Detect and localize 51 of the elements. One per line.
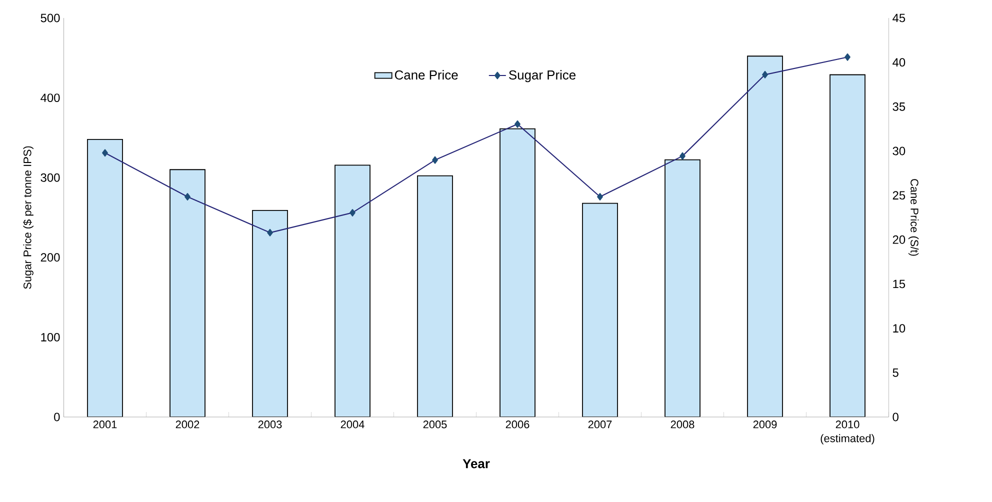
legend-label: Sugar Price [509, 70, 576, 82]
point [844, 53, 850, 61]
point [102, 149, 108, 157]
point [184, 193, 190, 200]
point [514, 120, 520, 128]
x-axis-title: Year [462, 459, 490, 468]
y2-tick-label: 0 [892, 412, 898, 422]
y2-tick-label: 25 [892, 191, 906, 200]
y2-tick-label: 40 [892, 58, 906, 67]
legend-label: Cane Price [394, 70, 458, 80]
bar [500, 128, 536, 417]
y2-tick-label: 45 [892, 14, 906, 22]
y2-tick-label: 5 [892, 368, 898, 377]
x-tick-label: 2007 [588, 420, 612, 428]
x-tick-label: 2003 [258, 420, 282, 428]
y-tick-label: 100 [41, 332, 60, 342]
point [432, 156, 438, 164]
y-tick-label: 500 [40, 14, 60, 22]
y2-tick-label: 35 [892, 102, 906, 111]
bar [334, 164, 370, 417]
x-tick-label: 2006 [506, 420, 530, 428]
x-tick-label: 2002 [176, 420, 200, 428]
y2-tick-label: 30 [892, 146, 906, 156]
y2-tick-label: 20 [892, 235, 906, 244]
bar [417, 175, 453, 417]
x-tick-label: 2005 [423, 420, 447, 428]
x-tick-label: 2001 [93, 420, 117, 428]
bar [170, 169, 206, 417]
bar [87, 139, 123, 417]
bar [664, 159, 700, 417]
y-axis-title: Sugar Price ($ per tonne IPS) [23, 146, 34, 289]
y2-tick-label: 10 [893, 324, 906, 333]
point [762, 70, 768, 78]
point [267, 228, 273, 236]
point [597, 193, 603, 200]
bar [252, 210, 288, 417]
bar [830, 74, 866, 417]
bar [582, 202, 618, 417]
bar [747, 56, 783, 417]
y-tick-label: 0 [54, 412, 60, 422]
y-tick-label: 300 [40, 173, 60, 182]
y-tick-label: 200 [40, 253, 60, 262]
y2-axis-title: Cane Price (S/t) [908, 179, 919, 256]
x-tick-label: 2009 [753, 420, 777, 428]
x-tick-label: 2004 [340, 420, 364, 428]
x-tick-label: 2008 [670, 420, 694, 428]
point [350, 208, 356, 216]
point [680, 152, 686, 160]
y-tick-label: 400 [40, 94, 60, 102]
y2-tick-label: 15 [893, 280, 906, 288]
x-tick-label: 2010 (estimated) [820, 420, 874, 444]
